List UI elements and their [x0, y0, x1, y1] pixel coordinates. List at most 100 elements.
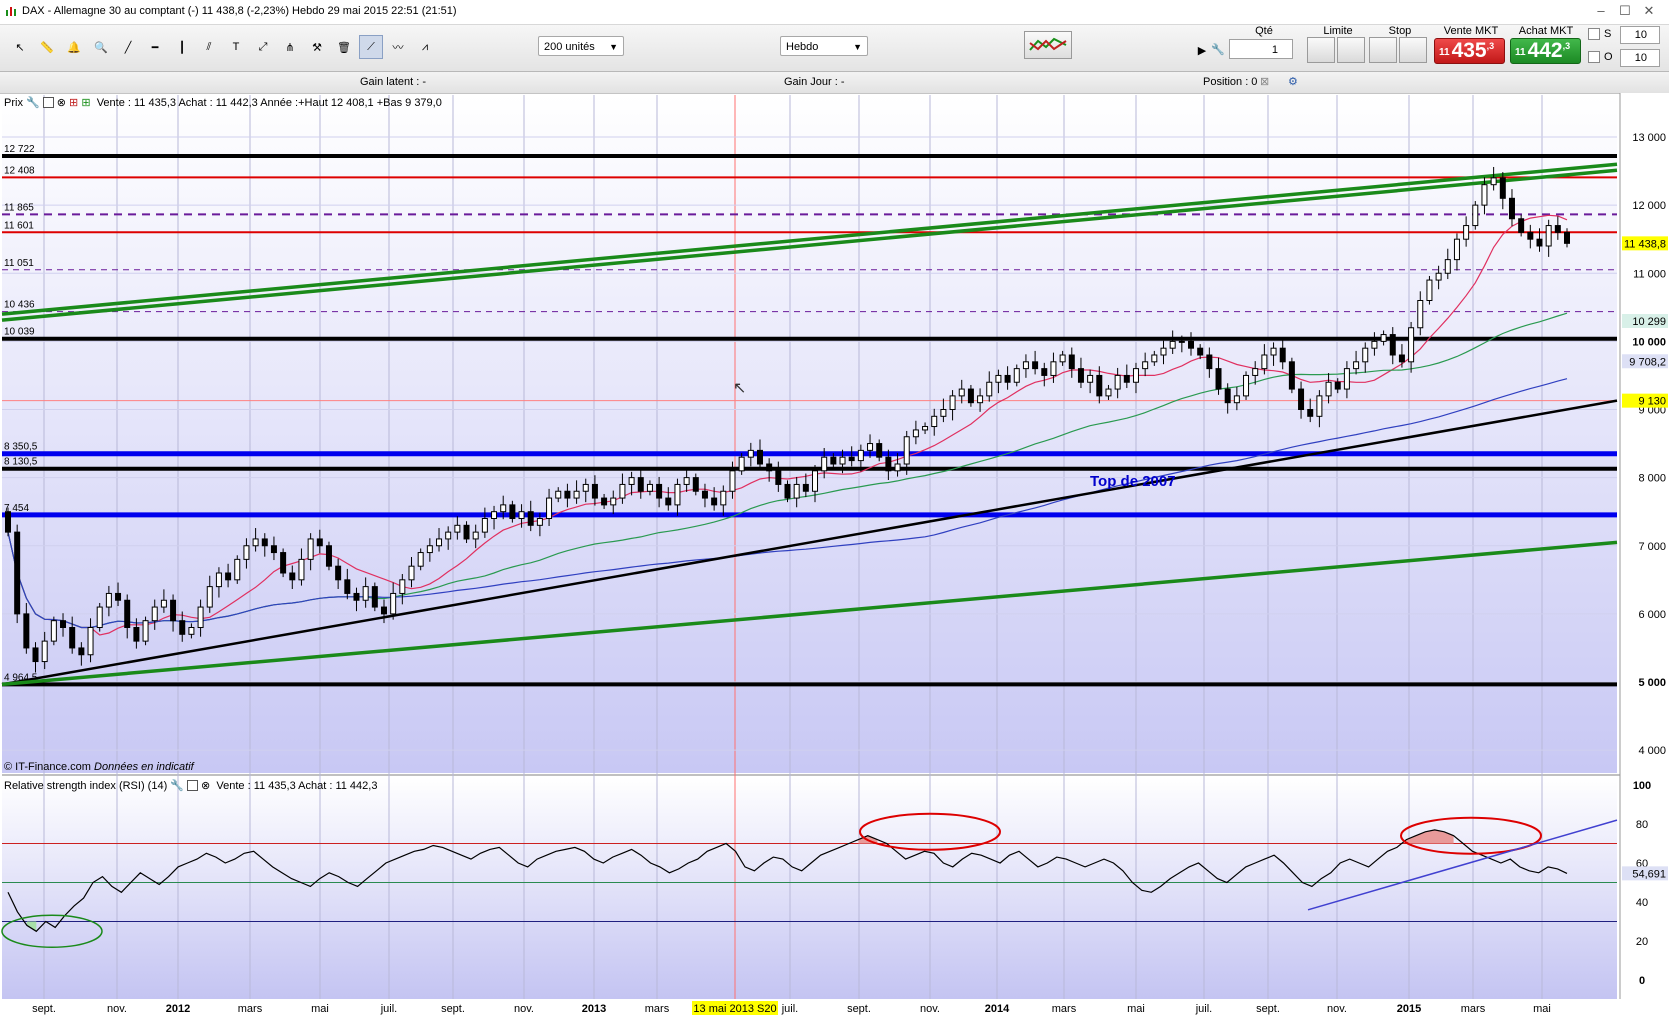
s-option[interactable]: S [1588, 28, 1611, 41]
quantity-select[interactable]: 200 unités ▼ [538, 36, 624, 56]
s-checkbox[interactable] [1588, 28, 1600, 41]
zoom-icon[interactable]: 🔍 [94, 41, 108, 54]
trendline-active-icon[interactable]: ⟋ [359, 35, 383, 59]
pointer-icon[interactable]: ↖ [15, 41, 25, 54]
o-checkbox[interactable] [1588, 51, 1600, 64]
candle-body [1472, 204, 1479, 227]
maximize-icon[interactable]: ☐ [1619, 3, 1631, 18]
close-circle-icon[interactable]: ⊗ [198, 780, 211, 792]
wrench-icon[interactable]: 🔧 [1211, 43, 1225, 56]
candle-body [1169, 340, 1176, 349]
stop-label: Stop [1388, 25, 1412, 37]
candle-body [426, 545, 433, 554]
time-axis-tick: mai [1533, 1003, 1551, 1015]
window-icon[interactable] [187, 780, 198, 791]
stop-sell-button[interactable] [1399, 37, 1427, 63]
line-tool-icon[interactable]: ╱ [124, 41, 132, 54]
candle-body [1307, 409, 1314, 417]
candle-body [463, 524, 470, 540]
candle-body [646, 483, 653, 492]
limit-sell-button[interactable] [1337, 37, 1365, 63]
price-axis-tick: 13 000 [1632, 132, 1666, 144]
collapse-arrow-icon[interactable]: ▶ [1197, 44, 1207, 57]
mouse-cursor-icon: ↖ [733, 378, 746, 397]
close-position-icon[interactable]: ⊠ [1260, 76, 1270, 88]
limit-buy-button[interactable] [1307, 37, 1335, 63]
add-overlay-icon[interactable]: ⊞ [78, 97, 91, 109]
buy-market-button[interactable]: 11 442,3 [1510, 38, 1581, 64]
candle-body [491, 511, 498, 519]
o-option[interactable]: O [1588, 51, 1613, 64]
candle-body [931, 415, 938, 428]
candle-body [564, 490, 571, 499]
ruler-icon[interactable]: 📏 [40, 41, 54, 54]
horizontal-line-icon[interactable]: ━ [151, 41, 159, 54]
sell-prefix: 11 [1439, 47, 1450, 58]
overbought-ellipse-2015 [1400, 816, 1542, 855]
candle-body [1160, 347, 1167, 356]
chart-style-icon[interactable] [1024, 31, 1072, 59]
candle-body [683, 477, 690, 485]
price-legend: Prix 🔧 ⊗ ⊞ ⊞ Vente : 11 435,3 Achat : 11… [4, 96, 442, 109]
period-select[interactable]: Hebdo ▼ [780, 36, 868, 56]
support-trendline [1, 399, 1618, 686]
alarm-bell-icon[interactable]: 🔔 [67, 41, 81, 54]
candle-body [1518, 218, 1525, 233]
add-indicator-icon[interactable]: ⊞ [66, 97, 79, 109]
qty-input[interactable]: 1 [1229, 39, 1293, 59]
candle-body [307, 538, 314, 560]
pitchfork-icon[interactable]: ⋔ [285, 41, 295, 54]
candle-body [78, 647, 85, 656]
fibonacci-icon[interactable]: ⤢ [258, 40, 268, 53]
candle-body [1197, 347, 1204, 356]
candle-body [1013, 368, 1020, 383]
wrench-icon[interactable]: 🔧 [26, 97, 40, 109]
rsi-axis-tick: 20 [1636, 936, 1648, 948]
o-input[interactable]: 10 [1620, 49, 1660, 67]
candle-body [1178, 340, 1185, 343]
candle-body [197, 606, 204, 628]
candle-body [1096, 374, 1103, 397]
price-level-label: 7 454 [4, 503, 29, 514]
candle-body [1068, 354, 1075, 370]
price-level-label: 10 039 [4, 327, 35, 338]
upper-green-trendline [1, 162, 1618, 316]
s-input[interactable]: 10 [1620, 26, 1660, 44]
gain-bar: Gain latent : - Gain Jour : - Position :… [0, 72, 1669, 94]
price-axis-tick: 6 000 [1638, 609, 1666, 621]
candle-body [170, 599, 177, 622]
chart-area[interactable]: 12 722 12 408 11 865 11 601 11 051 10 436 10 0… [0, 93, 1669, 1015]
candle-body [1435, 272, 1442, 281]
time-axis-tick: mars [645, 1003, 670, 1015]
sell-market-button[interactable]: 11 435,3 [1434, 38, 1505, 64]
text-tool-icon[interactable]: T [232, 41, 240, 53]
settings-gear-icon[interactable]: ⚙ [1288, 76, 1298, 88]
trash-icon[interactable]: 🗑 [337, 41, 351, 54]
stop-buy-button[interactable] [1369, 37, 1397, 63]
close-icon[interactable]: ✕ [1643, 3, 1655, 18]
tools-icon[interactable]: ⚒ [312, 41, 322, 54]
close-circle-icon[interactable]: ⊗ [53, 97, 66, 109]
candle-body [1554, 225, 1561, 233]
time-axis-tick: 2012 [166, 1003, 190, 1015]
candle-body [1545, 225, 1552, 247]
window-icon[interactable] [42, 97, 54, 108]
price-level-label: 11 051 [4, 258, 34, 269]
buy-decimal: ,3 [1562, 41, 1571, 51]
candle-body [940, 409, 947, 417]
time-axis-tick: nov. [1327, 1003, 1347, 1015]
candle-body [1298, 388, 1305, 410]
vertical-line-icon[interactable]: ┃ [178, 41, 186, 54]
candle-body [371, 586, 378, 608]
window-title: DAX - Allemagne 30 au comptant (-) 11 43… [22, 5, 457, 17]
indicator-icon[interactable]: 〰 [392, 42, 404, 54]
pattern-icon[interactable]: ⩘ [421, 40, 429, 53]
wrench-icon[interactable]: 🔧 [170, 780, 184, 792]
candle-body [1215, 368, 1222, 390]
candle-body [977, 395, 984, 404]
candle-body [1353, 361, 1360, 370]
channel-tool-icon[interactable]: ⫽ [206, 40, 212, 53]
rsi-legend-text: Vente : 11 435,3 Achat : 11 442,3 [216, 780, 378, 792]
candle-body [298, 558, 305, 581]
minimize-icon[interactable]: – [1597, 3, 1605, 18]
